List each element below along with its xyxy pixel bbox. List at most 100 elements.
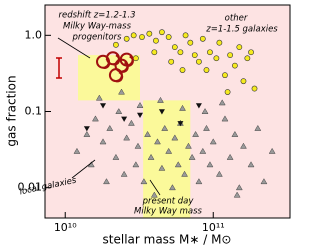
data-point: [118, 88, 125, 95]
data-point: [140, 178, 148, 185]
data-point: [157, 96, 164, 103]
data-point: [132, 161, 140, 168]
x-tick-label: 10¹¹: [202, 221, 225, 234]
data-point: [73, 147, 81, 154]
data-point: [195, 103, 202, 109]
data-point: [113, 41, 119, 48]
data-point: [203, 67, 210, 73]
data-point: [254, 124, 262, 131]
data-point: [209, 138, 217, 145]
data-point: [165, 34, 172, 40]
annotation: Milky Way mass: [134, 207, 203, 217]
data-point: [123, 134, 131, 141]
data-point: [136, 101, 144, 108]
data-point: [248, 49, 254, 56]
data-point: [165, 147, 173, 154]
y-tick-label: 0.01: [18, 181, 43, 194]
data-point: [144, 130, 152, 137]
data-point: [213, 55, 220, 62]
data-point: [106, 124, 114, 131]
data-point: [83, 130, 91, 137]
data-point: [260, 178, 268, 185]
data-point: [159, 29, 165, 36]
data-point: [195, 178, 203, 185]
data-point: [100, 103, 107, 109]
data-point: [169, 184, 176, 191]
data-point: [146, 30, 153, 37]
data-point: [158, 164, 166, 171]
y-axis-label: gas fraction: [5, 75, 19, 146]
data-point: [191, 52, 198, 58]
data-point: [174, 161, 182, 168]
data-point: [103, 178, 110, 185]
data-point: [244, 55, 251, 62]
data-point: [171, 134, 179, 141]
data-point: [216, 39, 223, 46]
data-point: [199, 35, 206, 42]
data-point: [185, 142, 192, 149]
data-point: [108, 68, 124, 83]
annotation: progenitors: [72, 33, 122, 43]
data-point: [182, 32, 189, 39]
data-point: [177, 49, 184, 56]
y-tick-label: 1.0: [25, 28, 43, 41]
data-point: [168, 58, 175, 65]
data-point: [179, 67, 186, 73]
annotation: other: [225, 14, 248, 24]
data-point: [196, 58, 202, 65]
data-point: [130, 32, 137, 39]
data-point: [123, 35, 130, 42]
data-point: [119, 52, 134, 67]
data-point: [137, 112, 144, 118]
plot-layer: 10¹⁰ 10¹¹ 0.01 0.1 1.0: [18, 4, 291, 234]
data-point: [226, 153, 234, 160]
data-point: [203, 124, 210, 131]
data-point: [235, 184, 243, 191]
data-point: [120, 170, 128, 177]
arrow: [71, 159, 96, 179]
data-point: [231, 130, 239, 137]
data-point: [121, 116, 128, 122]
data-point: [115, 107, 123, 114]
annotation: z=1-1.5 galaxies: [205, 25, 278, 35]
data-point: [83, 126, 90, 132]
data-point: [251, 85, 258, 92]
data-point: [206, 161, 214, 168]
arrow: [149, 179, 161, 196]
data-point: [150, 191, 158, 198]
data-point: [221, 115, 229, 122]
data-point: [187, 39, 194, 46]
data-point: [218, 99, 226, 106]
data-point: [240, 142, 247, 149]
data-point: [154, 138, 161, 145]
data-point: [233, 191, 241, 198]
x-tick-label: 10¹⁰: [54, 221, 77, 234]
data-point: [192, 130, 200, 137]
data-point: [179, 104, 186, 111]
data-point: [127, 119, 135, 126]
data-point: [92, 115, 99, 122]
data-point: [201, 107, 209, 114]
data-point: [147, 153, 155, 160]
x-axis-label: stellar mass M∗ / M⊙: [103, 233, 232, 247]
data-point: [134, 142, 142, 149]
data-point: [222, 72, 228, 79]
data-point: [99, 138, 107, 145]
data-point: [132, 55, 139, 62]
data-point: [247, 161, 255, 168]
data-point: [151, 49, 158, 56]
data-point: [240, 78, 247, 85]
data-point: [171, 44, 178, 51]
data-point: [199, 147, 207, 154]
annotation: present day: [142, 197, 195, 207]
data-point: [188, 153, 196, 160]
data-point: [215, 170, 223, 177]
annotation: redshift z=1.2-1.3: [58, 11, 135, 21]
data-point: [112, 153, 120, 160]
data-point: [177, 121, 184, 127]
data-point: [231, 62, 238, 69]
data-point: [181, 170, 188, 177]
y-tick-label: 0.1: [25, 105, 43, 118]
data-point: [268, 147, 276, 154]
